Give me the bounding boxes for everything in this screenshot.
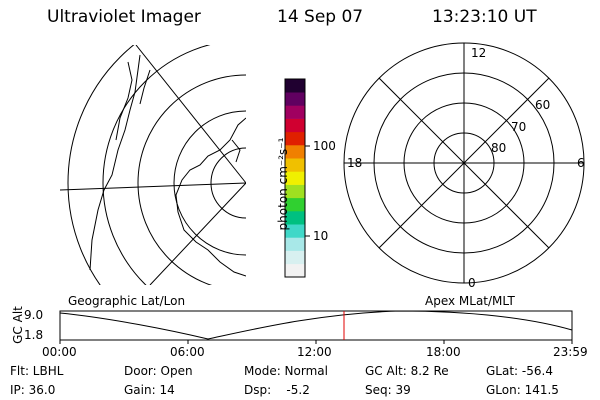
glon-info: GLon: 141.5	[486, 383, 559, 397]
colorbar-cell	[285, 197, 305, 212]
timeline-x-tick-2359: 23:59	[553, 345, 588, 359]
seq-info: Seq: 39	[365, 383, 411, 397]
colorbar-tick-10: 10	[313, 229, 329, 243]
glat-info: GLat: -56.4	[486, 364, 553, 378]
apex-mlt-polar-plot	[343, 42, 585, 284]
timeline-y-tick-low: 1.8	[24, 328, 44, 342]
gc-alt-info: GC Alt: 8.2 Re	[365, 364, 449, 378]
colorbar-cell	[285, 158, 305, 172]
colorbar-unit-label: photon cm⁻²s⁻¹	[276, 137, 290, 231]
colorbar-cell	[285, 224, 305, 238]
colorbar-cell	[285, 105, 305, 119]
mlat-label-60: 60	[535, 98, 551, 112]
timeline-x-tick-1800: 18:00	[426, 345, 461, 359]
timeline-x-tick-0000: 00:00	[42, 345, 77, 359]
colorbar-cell	[285, 171, 305, 185]
instrument-title: Ultraviolet Imager	[47, 7, 201, 27]
colorbar	[284, 78, 310, 278]
colorbar-cell	[285, 250, 305, 265]
mlt-label-6: 6	[577, 156, 585, 170]
timeline-y-tick-high: 9.0	[24, 308, 44, 322]
timeline-axis-label: GC Alt	[11, 306, 25, 344]
timeline-x-tick-0600: 06:00	[170, 345, 205, 359]
mlt-label-0: 0	[468, 276, 476, 290]
colorbar-cell	[285, 131, 305, 146]
mlat-label-80: 80	[491, 141, 507, 155]
geographic-label: Geographic Lat/Lon	[68, 294, 186, 308]
colorbar-cell	[285, 118, 305, 133]
mlat-label-70: 70	[511, 120, 527, 134]
mode-info: Mode: Normal	[244, 364, 328, 378]
colorbar-tick-100: 100	[313, 139, 336, 153]
altitude-timeline	[59, 310, 573, 344]
dsp-info: Dsp: -5.2	[244, 383, 310, 397]
colorbar-cell	[285, 263, 305, 278]
date-label: 14 Sep 07	[277, 7, 364, 27]
mlt-label-18: 18	[347, 156, 363, 170]
ip-info: IP: 36.0	[10, 383, 56, 397]
geographic-map	[60, 45, 246, 285]
time-label: 13:23:10 UT	[432, 7, 537, 27]
colorbar-cell	[285, 92, 305, 106]
colorbar-cell	[285, 237, 305, 251]
colorbar-cell	[285, 211, 305, 225]
apex-label: Apex MLat/MLT	[425, 294, 515, 308]
mlt-label-12: 12	[471, 46, 487, 60]
door-info: Door: Open	[124, 364, 193, 378]
timeline-x-tick-1200: 12:00	[297, 345, 332, 359]
gain-info: Gain: 14	[124, 383, 175, 397]
colorbar-cell	[285, 184, 305, 199]
colorbar-cell	[285, 145, 305, 159]
filter-info: Flt: LBHL	[10, 364, 64, 378]
colorbar-cell	[285, 79, 305, 93]
